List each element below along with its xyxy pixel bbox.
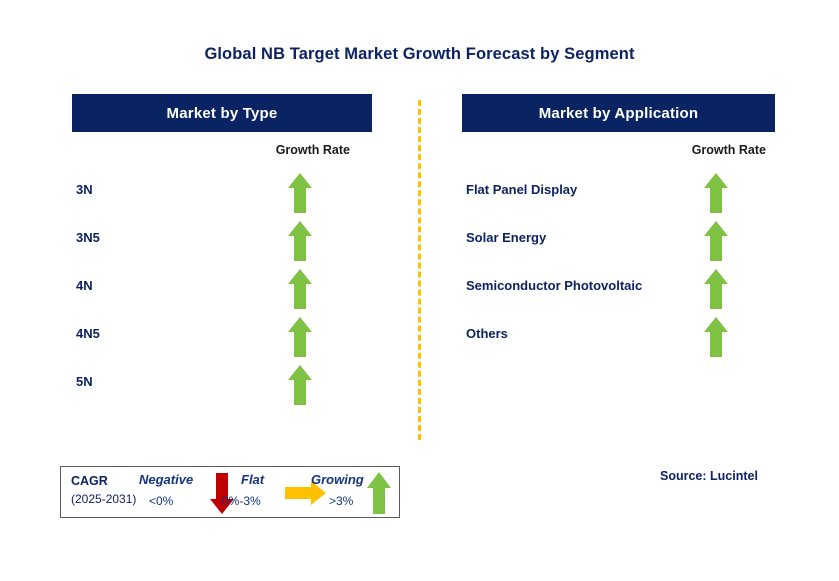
legend-item-growing-label: Growing bbox=[311, 472, 364, 487]
table-row: 4N5 bbox=[72, 316, 372, 364]
row-label: Solar Energy bbox=[466, 230, 547, 245]
row-label: Flat Panel Display bbox=[466, 182, 578, 197]
table-row: 5N bbox=[72, 364, 372, 412]
table-row: 3N5 bbox=[72, 220, 372, 268]
panel-header-market-by-application: Market by Application bbox=[462, 94, 775, 132]
panel-market-by-type: Market by Type Growth Rate 3N 3N5 bbox=[72, 94, 372, 405]
up-arrow-icon bbox=[287, 364, 313, 406]
row-label: 3N bbox=[76, 182, 93, 197]
row-label: Semiconductor Photovoltaic bbox=[466, 278, 643, 293]
table-row: Flat Panel Display bbox=[462, 172, 775, 220]
legend-item-flat-range: 0%-3% bbox=[222, 494, 261, 508]
up-arrow-icon bbox=[703, 316, 729, 358]
table-row: 4N bbox=[72, 268, 372, 316]
legend-cagr-label: CAGR bbox=[71, 474, 108, 488]
row-label: 4N5 bbox=[76, 326, 100, 341]
source-note: Source: Lucintel bbox=[660, 469, 758, 483]
legend-item-negative-label: Negative bbox=[139, 472, 194, 487]
legend-item-growing-range: >3% bbox=[329, 494, 354, 508]
rows-market-by-application: Flat Panel Display Solar Energy Semicond… bbox=[462, 172, 775, 364]
legend-item-flat-label: Flat bbox=[241, 472, 265, 487]
table-row: Others bbox=[462, 316, 775, 364]
panel-header-market-by-type: Market by Type bbox=[72, 94, 372, 132]
legend-cagr: CAGR (2025-2031) Negative <0% Flat 0%-3%… bbox=[60, 466, 400, 518]
up-arrow-icon bbox=[287, 316, 313, 358]
up-arrow-icon bbox=[703, 220, 729, 262]
up-arrow-icon bbox=[703, 268, 729, 310]
table-row: 3N bbox=[72, 172, 372, 220]
table-row: Semiconductor Photovoltaic bbox=[462, 268, 775, 316]
page-title: Global NB Target Market Growth Forecast … bbox=[204, 45, 635, 63]
table-row: Solar Energy bbox=[462, 220, 775, 268]
legend-item-negative-range: <0% bbox=[149, 494, 174, 508]
row-label: 3N5 bbox=[76, 230, 100, 245]
up-arrow-icon bbox=[287, 220, 313, 262]
row-label: Others bbox=[466, 326, 508, 341]
up-arrow-icon bbox=[703, 172, 729, 214]
legend-cagr-period: (2025-2031) bbox=[71, 492, 137, 506]
down-arrow-icon bbox=[209, 471, 235, 515]
rows-market-by-type: 3N 3N5 4N bbox=[72, 172, 372, 412]
vertical-dashed-divider bbox=[418, 100, 421, 440]
column-header-growth-rate: Growth Rate bbox=[691, 143, 766, 157]
column-header-growth-rate: Growth Rate bbox=[275, 143, 350, 157]
up-arrow-icon bbox=[287, 268, 313, 310]
panel-market-by-application: Market by Application Growth Rate Flat P… bbox=[462, 94, 775, 357]
row-label: 5N bbox=[76, 374, 93, 389]
right-arrow-icon bbox=[283, 480, 327, 506]
row-label: 4N bbox=[76, 278, 93, 293]
up-arrow-icon bbox=[366, 471, 392, 515]
up-arrow-icon bbox=[287, 172, 313, 214]
